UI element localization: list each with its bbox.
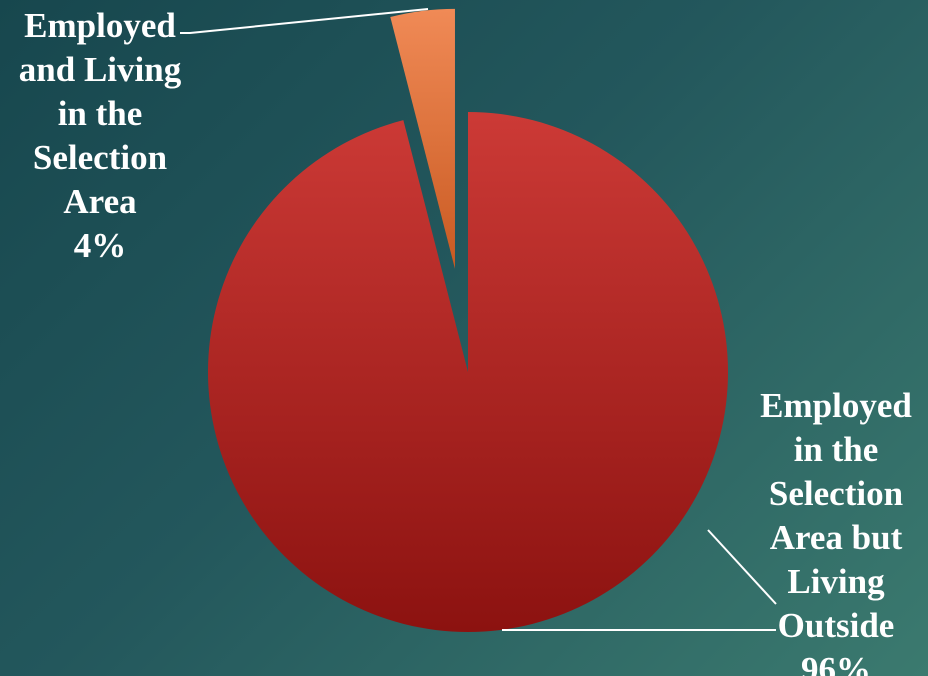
slice-label-line: Selection: [768, 474, 904, 513]
slice-label-line: Employed: [760, 386, 912, 425]
slice-label-line: Selection: [32, 138, 168, 177]
slice-percent-label: 4%: [73, 226, 127, 265]
slice-label-employed-and-living: Employed and Living in the Selection Area 4%: [0, 4, 200, 268]
slice-label-line: Area: [63, 182, 137, 221]
pie-slice-living-outside: [208, 112, 729, 633]
leader-line-living-in-area: [180, 8, 429, 34]
slice-percent-label: 96%: [801, 650, 871, 676]
slice-label-line: in the: [57, 94, 143, 133]
slice-label-line: in the: [793, 430, 879, 469]
slice-label-employed-living-outside: Employed in the Selection Area but Living Out…: [744, 384, 928, 676]
slice-label-line: Living: [787, 562, 885, 601]
slice-label-line: Outside: [777, 606, 895, 645]
slice-label-text: Employed in the Selection Area but Living Out…: [744, 384, 928, 648]
slice-label-line: Area but: [769, 518, 903, 557]
pie-slice-living-in-area: [390, 8, 455, 269]
leader-line-living-outside-diagonal: [707, 529, 777, 605]
slice-label-line: Employed: [24, 6, 176, 45]
slice-label-line: and Living: [18, 50, 182, 89]
slice-label-text: Employed and Living in the Selection Area: [0, 4, 200, 224]
